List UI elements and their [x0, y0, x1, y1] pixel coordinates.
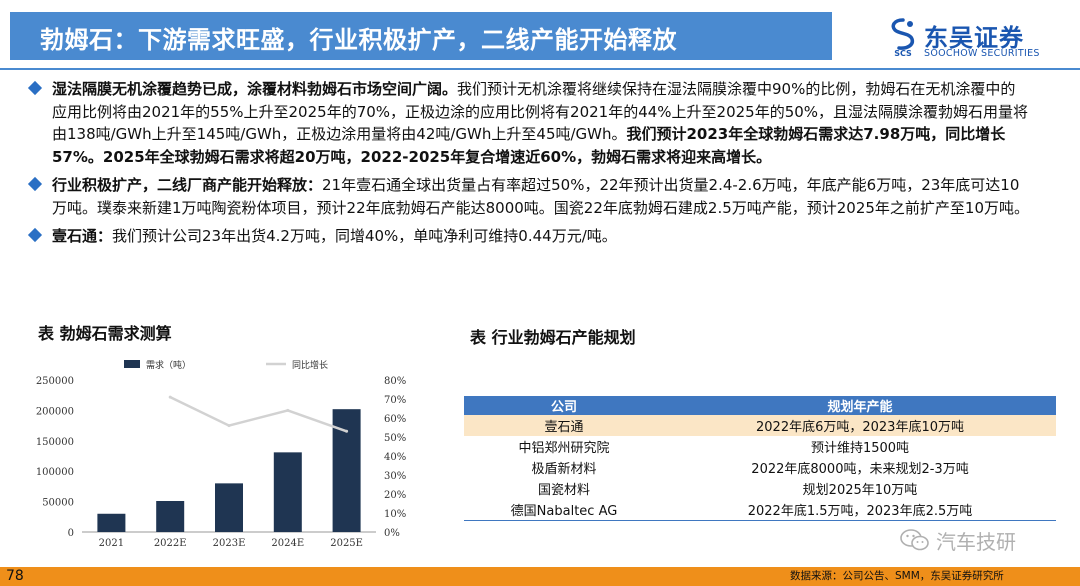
chart-bar: [332, 409, 361, 532]
table-header-row: 公司 规划年产能: [464, 396, 1056, 415]
bullet-body: 我们预计无机涂覆将继续保持在湿法隔膜涂覆中90%的比例，勃姆石在无机涂覆中的应用…: [52, 80, 1029, 143]
bullet-list: 湿法隔膜无机涂覆趋势已成，涂覆材料勃姆石市场空间广阔。我们预计无机涂覆将继续保持…: [27, 78, 1030, 254]
table-cell-company: 德国Nabaltec AG: [464, 499, 664, 521]
brand-mark-label: SCS: [894, 49, 912, 58]
bullet-body: 21年壹石通全球出货量占有率超过50%，22年预计出货量2.4-2.6万吨，年底…: [52, 176, 1030, 217]
chart-growth-point: [227, 424, 231, 428]
bullet-lead: 湿法隔膜无机涂覆趋势已成，涂覆材料勃姆石市场空间广阔。: [52, 80, 458, 98]
table-cell-plan: 规划2025年10万吨: [802, 483, 918, 498]
table-row: 壹石通 2022年底6万吨，2023年底10万吨: [464, 415, 1056, 436]
y-left-tick-label: 50000: [42, 498, 74, 509]
table-cell-plan: 2022年底6万吨，2023年底10万吨: [664, 415, 1056, 436]
y-left-tick-label: 200000: [36, 406, 74, 417]
diamond-bullet-icon: [27, 80, 43, 96]
y-right-tick-label: 0%: [384, 528, 400, 539]
chart-bar: [215, 483, 243, 532]
table-cell-company: 极盾新材料: [531, 462, 597, 477]
x-tick-label: 2021: [99, 538, 124, 549]
y-left-tick-label: 250000: [36, 376, 74, 387]
y-right-tick-label: 10%: [384, 509, 406, 520]
legend-bar-label: 需求（吨）: [146, 359, 191, 371]
legend-bar-swatch: [124, 360, 140, 368]
chart-growth-point: [168, 395, 172, 399]
table-header-plan: 规划年产能: [664, 396, 1056, 415]
chart-section-title: 表 勃姆石需求测算: [38, 324, 172, 343]
bullet-lead: 行业积极扩产，二线厂商产能开始释放：: [52, 176, 323, 194]
table-cell-plan: 2022年底1.5万吨，2023年底2.5万吨: [664, 499, 1056, 521]
chart-growth-point: [286, 408, 290, 412]
x-tick-label: 2022E: [154, 538, 187, 549]
brand-subtitle: SOOCHOW SECURITIES: [924, 48, 1040, 59]
title-divider: [0, 68, 1080, 70]
y-right-tick-label: 70%: [384, 395, 406, 406]
y-left-tick-label: 150000: [36, 437, 74, 448]
y-right-tick-label: 50%: [384, 433, 406, 444]
table-row: 德国Nabaltec AG 2022年底1.5万吨，2023年底2.5万吨: [464, 499, 1056, 521]
y-right-tick-label: 60%: [384, 414, 406, 425]
bullet-item-3: 壹石通：我们预计公司23年出货4.2万吨，同增40%，单吨净利可维持0.44万元…: [27, 225, 1030, 248]
table-cell-company: 中铝郑州研究院: [518, 441, 610, 456]
table-cell-company: 国瓷材料: [537, 483, 590, 498]
table-header-company: 公司: [464, 396, 664, 415]
x-tick-label: 2025E: [330, 538, 363, 549]
data-source: 数据来源：公司公告、SMM，东吴证券研究所: [790, 570, 1004, 582]
table-row: 国瓷材料 规划2025年10万吨: [464, 478, 1056, 499]
brand-name: 东吴证券: [924, 24, 1024, 52]
x-tick-label: 2024E: [271, 538, 304, 549]
capacity-table: 公司 规划年产能 壹石通 2022年底6万吨，2023年底10万吨 中铝郑州研究…: [464, 396, 1056, 521]
bullet-lead: 壹石通：: [52, 227, 113, 245]
diamond-bullet-icon: [27, 227, 43, 243]
table-row: 中铝郑州研究院 预计维持1500吨: [464, 436, 1056, 457]
y-right-tick-label: 80%: [384, 376, 406, 387]
demand-chart-svg: 0 50000 100000 150000 200000 250000 0% 10% 20% 30…: [36, 359, 406, 549]
chart-growth-point: [345, 429, 349, 433]
watermark-text: 汽车技研: [936, 530, 1016, 554]
chart-bar: [97, 513, 126, 532]
bullet-tail: 我们预计2023年全球勃姆石需求达7.98万吨，同比增长57%。2025年全球勃…: [52, 125, 1006, 166]
footer-bar: [0, 567, 1080, 586]
page-title: 勃姆石：下游需求旺盛，行业积极扩产，二线产能开始释放: [40, 26, 677, 54]
brand-mark-icon: SCS: [891, 18, 915, 58]
y-right-tick-label: 40%: [384, 452, 406, 463]
chart-growth-line: [169, 395, 348, 433]
diamond-bullet-icon: [27, 176, 43, 192]
brand-logo: SCS 东吴证券 SOOCHOW SECURITIES: [888, 18, 1068, 62]
demand-chart: 0 50000 100000 150000 200000 250000 0% 10% 20% 30…: [20, 352, 440, 552]
page-number: 78: [6, 568, 24, 584]
table-cell-plan: 预计维持1500吨: [810, 441, 910, 456]
bullet-item-1: 湿法隔膜无机涂覆趋势已成，涂覆材料勃姆石市场空间广阔。我们预计无机涂覆将继续保持…: [27, 78, 1030, 168]
table-cell-plan: 2022年底8000吨，未来规划2-3万吨: [751, 462, 969, 477]
y-left-tick-label: 0: [68, 528, 74, 539]
table-cell-company: 壹石通: [464, 415, 664, 436]
y-left-tick-label: 100000: [36, 467, 74, 478]
title-bar: 勃姆石：下游需求旺盛，行业积极扩产，二线产能开始释放: [10, 12, 832, 60]
table-section-title: 表 行业勃姆石产能规划: [470, 328, 636, 347]
bullet-body: 我们预计公司23年出货4.2万吨，同增40%，单吨净利可维持0.44万元/吨。: [112, 227, 617, 245]
y-right-tick-label: 20%: [384, 490, 406, 501]
wechat-icon: [900, 529, 929, 551]
table-row: 极盾新材料 2022年底8000吨，未来规划2-3万吨: [464, 457, 1056, 478]
legend-line-label: 同比增长: [292, 359, 328, 371]
x-tick-label: 2023E: [213, 538, 246, 549]
chart-bar: [156, 500, 185, 532]
chart-bar: [273, 452, 302, 532]
bullet-item-2: 行业积极扩产，二线厂商产能开始释放：21年壹石通全球出货量占有率超过50%，22…: [27, 174, 1030, 219]
y-right-tick-label: 30%: [384, 471, 406, 482]
